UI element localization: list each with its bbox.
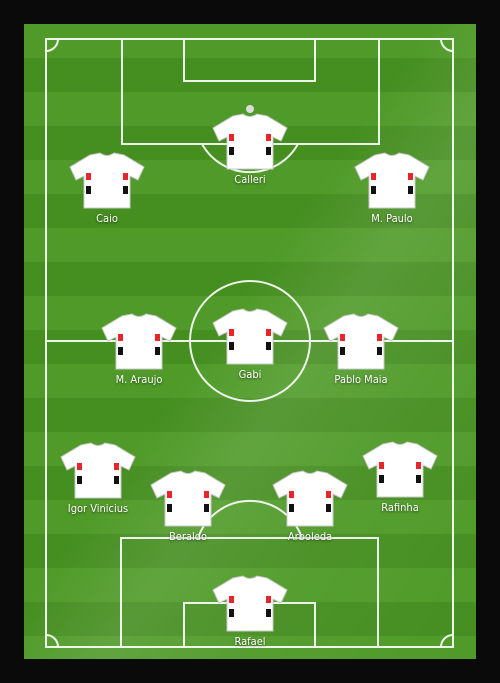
jersey-icon	[101, 313, 177, 370]
center-circle	[189, 280, 311, 402]
player-card-6[interactable]: Igor Vinicius	[53, 442, 143, 532]
jersey-icon	[212, 308, 288, 365]
player-name: M. Araujo	[115, 373, 163, 386]
player-name: Rafael	[234, 635, 266, 648]
player-card-2[interactable]: M. Paulo	[347, 152, 437, 242]
jersey-icon	[60, 442, 136, 499]
jersey-icon	[362, 441, 438, 498]
player-card-5[interactable]: Pablo Maia	[316, 313, 406, 403]
corner-arc-top-right	[440, 38, 454, 52]
player-name: Beraldo	[168, 530, 208, 543]
jersey-icon	[354, 152, 430, 209]
top-penalty-arc	[201, 143, 299, 174]
player-name: M. Paulo	[371, 212, 413, 225]
jersey-icon	[212, 113, 288, 170]
player-name: Pablo Maia	[334, 373, 388, 386]
player-card-7[interactable]: Beraldo	[143, 470, 233, 560]
jersey-icon	[272, 470, 348, 527]
top-penalty-spot	[246, 105, 254, 113]
player-card-9[interactable]: Rafinha	[355, 441, 445, 531]
player-name: Arboleda	[287, 530, 333, 543]
top-goal-area	[183, 38, 316, 82]
jersey-icon	[323, 313, 399, 370]
player-card-1[interactable]: Caio	[62, 152, 152, 242]
corner-arc-top-left	[45, 38, 59, 52]
player-card-10[interactable]: Rafael	[205, 575, 295, 665]
jersey-icon	[150, 470, 226, 527]
player-card-8[interactable]: Arboleda	[265, 470, 355, 560]
player-name: Gabi	[238, 368, 262, 381]
player-name: Igor Vinicius	[67, 502, 129, 515]
player-card-0[interactable]: Calleri	[205, 113, 295, 203]
player-name: Caio	[96, 212, 118, 225]
player-card-3[interactable]: M. Araujo	[94, 313, 184, 403]
player-card-4[interactable]: Gabi	[205, 308, 295, 398]
jersey-icon	[212, 575, 288, 632]
player-name: Rafinha	[381, 501, 419, 514]
jersey-icon	[69, 152, 145, 209]
corner-arc-bottom-right	[440, 634, 454, 648]
corner-arc-bottom-left	[45, 634, 59, 648]
player-name: Calleri	[234, 173, 266, 186]
